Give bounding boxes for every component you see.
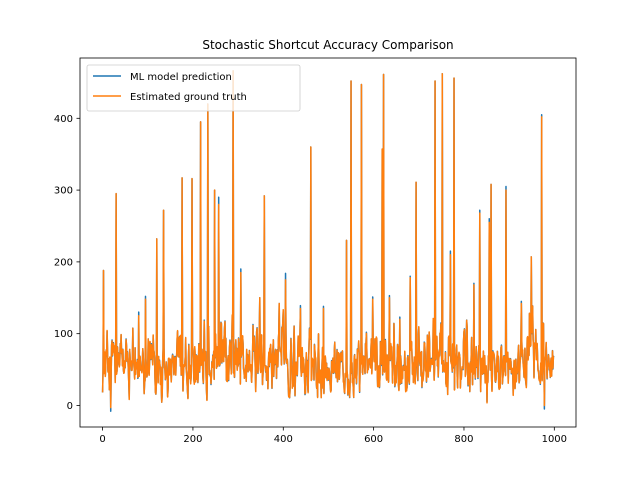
x-tick-label: 1000 [542, 434, 567, 445]
plot-frame [79, 57, 577, 428]
y-tick-label: 200 [54, 257, 73, 268]
chart-title: Stochastic Shortcut Accuracy Comparison [202, 38, 453, 52]
series-group [101, 70, 555, 412]
y-tick-label: 400 [54, 114, 73, 125]
x-tick-label: 600 [364, 434, 383, 445]
legend: ML model prediction Estimated ground trut… [86, 64, 301, 112]
x-tick-label: 0 [99, 434, 105, 445]
y-tick-label: 0 [67, 401, 73, 412]
legend-label-1: ML model prediction [130, 72, 232, 83]
legend-label-2: Estimated ground truth [130, 92, 247, 103]
y-tick-label: 300 [54, 186, 73, 197]
x-tick-label: 200 [183, 434, 202, 445]
x-tick-label: 400 [274, 434, 293, 445]
legend-box [86, 64, 301, 112]
y-axis: 0 100 200 300 400 [54, 114, 80, 412]
x-tick-label: 800 [454, 434, 473, 445]
series-line-2 [101, 70, 555, 409]
x-axis: 0 200 400 600 800 1000 [99, 427, 567, 445]
y-tick-label: 100 [54, 329, 73, 340]
